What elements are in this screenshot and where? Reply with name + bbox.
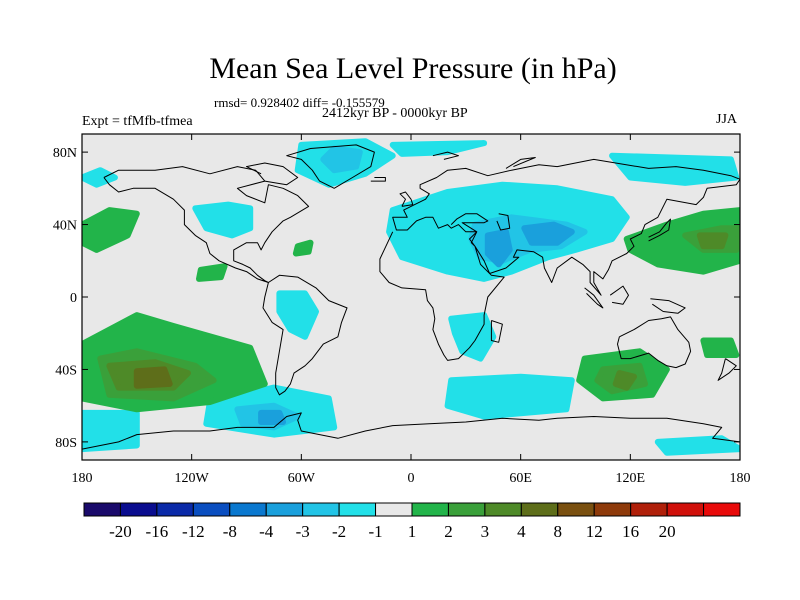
- colorbar-swatch: [302, 502, 340, 517]
- period-text: 2412kyr BP - 0000kyr BP: [322, 106, 468, 121]
- colorbar-swatch: [338, 502, 377, 517]
- lon-tick-label: 0: [408, 471, 415, 486]
- anomaly-region-equator-pacific-high: [196, 263, 228, 282]
- coastline-japan: [648, 218, 671, 242]
- season-label: JJA: [716, 112, 738, 127]
- colorbar-label: 2: [444, 522, 453, 541]
- colorbar-swatch: [375, 502, 413, 517]
- colorbar-label: -3: [296, 522, 310, 541]
- map-panel: 80N 40N 0 40S 80S 180 120W 60W 0 60E 120E 180: [53, 133, 751, 486]
- colorbar-swatch: [593, 502, 632, 517]
- anomaly-region-greenland-core: [320, 145, 363, 174]
- colorbar-swatch: [229, 502, 267, 517]
- statistics-text: rmsd= 0.928402 diff= -0.155579: [214, 95, 385, 110]
- lat-tick-label: 80S: [55, 436, 77, 451]
- colorbar-label: 8: [554, 522, 563, 541]
- colorbar-label: -8: [223, 522, 237, 541]
- coastline-caspian: [496, 213, 511, 231]
- colorbar-label: 16: [622, 522, 639, 541]
- colorbar-swatch: [520, 502, 559, 517]
- colorbar-label: 1: [408, 522, 417, 541]
- colorbar-swatch: [484, 502, 522, 517]
- anomaly-region-south-indian-low: [444, 373, 575, 420]
- anomaly-region-north-america-low: [192, 201, 254, 239]
- coastline-antarctica: [82, 412, 740, 450]
- lon-tick-label: 180: [72, 471, 93, 486]
- anomaly-region-north-pacific-high: [623, 207, 740, 275]
- plot-title: Mean Sea Level Pressure (in hPa): [209, 52, 617, 85]
- coastline-eurasia-africa: [379, 158, 740, 361]
- colorbar-swatch: [666, 502, 705, 517]
- coastline-greenland: [286, 144, 375, 189]
- coastline-sumatra: [584, 287, 604, 309]
- anomaly-region-atlantic-small-high: [292, 239, 314, 257]
- colorbar-label: -1: [368, 522, 382, 541]
- anomaly-region-tasman-high: [700, 337, 740, 358]
- colorbar-swatch: [703, 502, 741, 517]
- colorbar-label: -20: [109, 522, 132, 541]
- lat-tick-label: 0: [70, 291, 77, 306]
- coastline-svalbard: [432, 151, 459, 160]
- colorbar-label: 3: [481, 522, 490, 541]
- colorbar-label: 12: [586, 522, 603, 541]
- coastline-layer: [82, 144, 740, 450]
- anomaly-region-arctic-siberia-low: [609, 152, 740, 186]
- colorbar-swatch: [411, 502, 449, 517]
- lon-tick-label: 120E: [616, 471, 646, 486]
- lon-tick-label: 60W: [288, 471, 316, 486]
- colorbar-swatch: [192, 502, 231, 517]
- colorbar: -20 -16 -12 -8 -4 -3 -2 -1 1 2 3 4 8 12 16 20: [83, 502, 741, 541]
- anomaly-region-north-atlantic-west-high: [82, 207, 140, 253]
- anomaly-region-alaska-low: [82, 167, 118, 188]
- colorbar-swatch: [119, 502, 158, 517]
- colorbar-swatch: [447, 502, 486, 517]
- lat-tick-label: 40S: [55, 363, 77, 378]
- lon-tick-label: 60E: [509, 471, 532, 486]
- experiment-label: Expt = tfMfb-tfmea: [82, 114, 193, 129]
- anomaly-region-tibet-deep: [521, 221, 575, 246]
- coastline-uk: [399, 191, 414, 207]
- colorbar-swatch: [156, 502, 194, 517]
- lon-tick-label: 120W: [175, 471, 210, 486]
- anomaly-region-south-america-low: [276, 290, 319, 340]
- colorbar-swatch: [265, 502, 304, 517]
- colorbar-swatch: [630, 502, 668, 517]
- coastline-north-america: [103, 166, 310, 283]
- coastline-new-guinea: [650, 298, 686, 314]
- anomaly-region-south-indian-deep: [612, 370, 637, 391]
- coastline-south-america: [262, 274, 348, 396]
- colorbar-swatch: [557, 502, 595, 517]
- lon-tick-label: 180: [730, 471, 751, 486]
- anomaly-region-antarctic-east-low: [654, 435, 740, 456]
- coastline-iceland: [370, 177, 386, 182]
- colorbar-label: -16: [146, 522, 169, 541]
- colorbar-label: -12: [182, 522, 205, 541]
- colorbar-label: -2: [332, 522, 346, 541]
- axis-ticks: 80N 40N 0 40S 80S 180 120W 60W 0 60E 120E 180: [53, 134, 751, 486]
- map-background: [82, 134, 740, 460]
- coastline-new-zealand: [717, 358, 737, 381]
- lat-tick-label: 40N: [53, 219, 77, 234]
- coastline-madagascar: [490, 320, 503, 343]
- coastline-novaya-zemlya: [505, 157, 536, 169]
- anomaly-region-arabia-deep: [484, 228, 513, 268]
- colorbar-label: 20: [659, 522, 676, 541]
- anomaly-region-south-pacific-deep: [133, 366, 173, 389]
- colorbar-label: 4: [517, 522, 526, 541]
- colorbar-swatch: [83, 502, 121, 517]
- coastline-baffin: [246, 162, 299, 186]
- coastline-borneo: [609, 285, 629, 305]
- coastline-australia: [617, 316, 692, 369]
- anomaly-region-drake-deep: [258, 409, 287, 425]
- anomaly-region-north-pacific-deep: [696, 232, 729, 250]
- colorbar-label: -4: [259, 522, 274, 541]
- lat-tick-label: 80N: [53, 146, 77, 161]
